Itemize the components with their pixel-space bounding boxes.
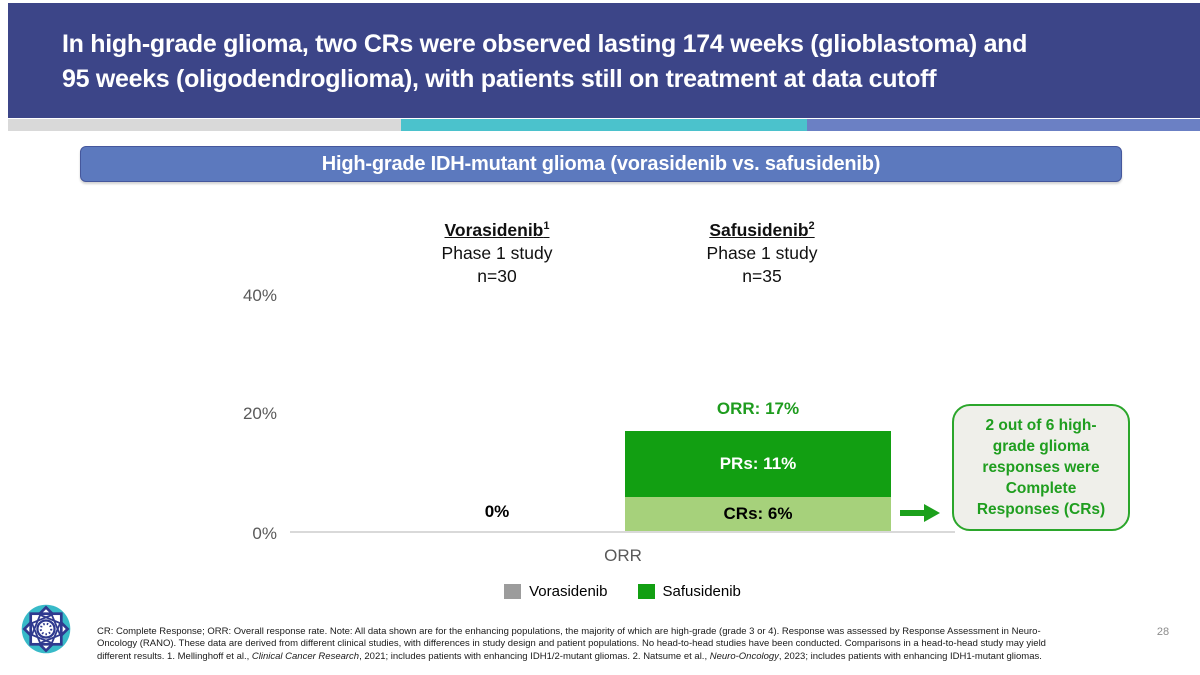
legend-label-safusidenib: Safusidenib (662, 583, 741, 600)
group-study-vorasidenib: Phase 1 study (441, 242, 553, 263)
group-study-safusidenib: Phase 1 study (706, 242, 818, 263)
drug-name: Vorasidenib (444, 219, 544, 240)
footnote-citation-2: Neuro-Oncology (709, 650, 779, 662)
company-logo-icon (19, 602, 73, 661)
vorasidenib-zero-label: 0% (484, 502, 510, 521)
title-banner: In high-grade glioma, two CRs were obser… (8, 3, 1200, 118)
drug-name: Safusidenib (709, 219, 809, 240)
y-axis-tick-40: 40% (242, 286, 277, 305)
cr-callout-box: 2 out of 6 high-grade glioma responses w… (952, 404, 1130, 531)
legend-item-safusidenib: Safusidenib (637, 583, 741, 600)
bar-segment-prs-label: PRs: 11% (719, 454, 797, 473)
cr-callout-text: 2 out of 6 high-grade glioma responses w… (976, 417, 1106, 518)
legend-swatch-vorasidenib (504, 584, 522, 599)
footnote-part-3: , 2023; includes patients with enhancing… (778, 650, 1042, 662)
slide-title-line-1: In high-grade glioma, two CRs were obser… (62, 30, 1028, 58)
group-header-safusidenib: Safusidenib2 Phase 1 study n=35 (642, 215, 882, 288)
y-axis-tick-20: 20% (242, 404, 277, 423)
right-arrow-icon (900, 503, 942, 528)
footnote-citation-1: Clinical Cancer Research (251, 650, 360, 662)
chart-legend: Vorasidenib Safusidenib (290, 583, 955, 600)
group-name-vorasidenib: Vorasidenib1 (377, 215, 617, 242)
bar-segment-prs: PRs: 11% (625, 431, 891, 497)
bar-segment-crs-label: CRs: 6% (723, 504, 793, 523)
bar-total-label: ORR: 17% (716, 399, 800, 418)
footnote-ref: 1 (543, 220, 550, 232)
bar-segment-crs: CRs: 6% (625, 497, 891, 531)
accent-stripe-lavender (807, 119, 1200, 131)
legend-swatch-safusidenib (637, 584, 655, 599)
section-banner: High-grade IDH-mutant glioma (vorasideni… (80, 146, 1122, 182)
group-header-vorasidenib: Vorasidenib1 Phase 1 study n=30 (377, 215, 617, 288)
group-n-safusidenib: n=35 (742, 265, 782, 286)
footnote-text: CR: Complete Response; ORR: Overall resp… (97, 626, 1069, 663)
x-axis-line (290, 531, 955, 533)
page-number: 28 (1156, 626, 1170, 638)
section-banner-label: High-grade IDH-mutant glioma (vorasideni… (321, 152, 881, 175)
legend-label-vorasidenib: Vorasidenib (529, 583, 608, 600)
slide-title: In high-grade glioma, two CRs were obser… (62, 27, 1162, 97)
group-name-safusidenib: Safusidenib2 (642, 215, 882, 242)
footnote-part-2: , 2021; includes patients with enhancing… (359, 650, 710, 662)
accent-stripe-gray (8, 119, 401, 131)
group-n-vorasidenib: n=30 (477, 265, 517, 286)
x-axis-category-label: ORR (604, 546, 642, 565)
footnote-ref: 2 (808, 220, 815, 232)
accent-stripe-teal (401, 119, 807, 131)
legend-item-vorasidenib: Vorasidenib (504, 583, 608, 600)
slide-title-line-2: 95 weeks (oligodendroglioma), with patie… (62, 65, 937, 93)
y-axis-tick-0: 0% (252, 524, 277, 543)
footnote-part-1: CR: Complete Response; ORR: Overall resp… (97, 626, 1046, 662)
